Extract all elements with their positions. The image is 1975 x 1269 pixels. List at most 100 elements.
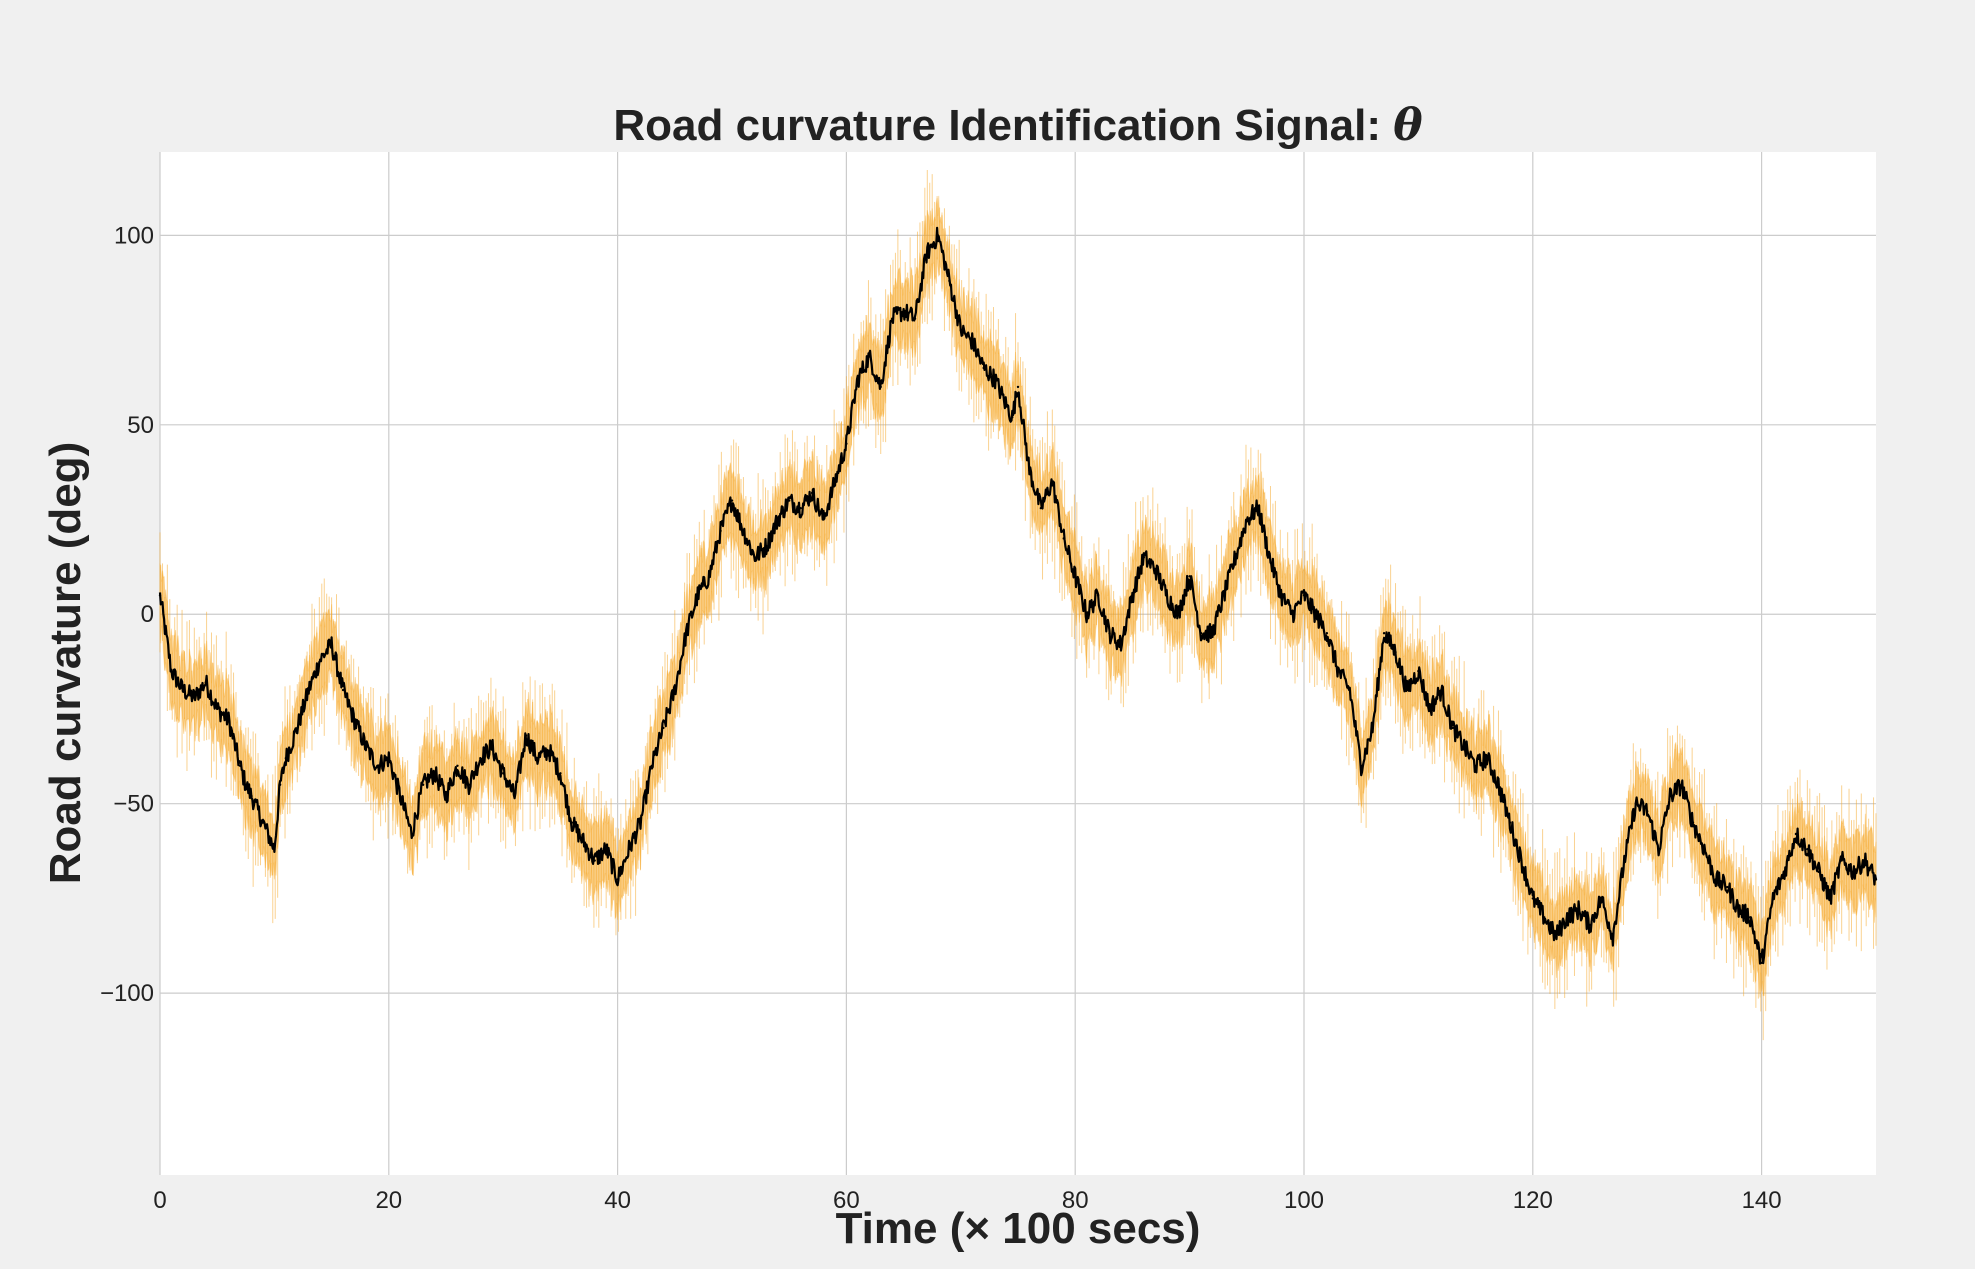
signal-point xyxy=(719,529,722,533)
signal-line xyxy=(158,226,1878,965)
signal-point xyxy=(1417,669,1420,673)
signal-point xyxy=(1011,416,1014,419)
signal-point xyxy=(1257,506,1260,510)
signal-point xyxy=(1543,916,1546,919)
x-tick-label: 80 xyxy=(1062,1187,1089,1214)
signal-point xyxy=(1440,688,1443,692)
signal-point xyxy=(444,794,448,798)
signal-point xyxy=(1039,506,1043,510)
signal-point xyxy=(1405,688,1409,692)
signal-point xyxy=(341,688,345,692)
signal-point xyxy=(1554,935,1557,938)
signal-point xyxy=(993,378,997,381)
x-tick-label: 0 xyxy=(153,1187,166,1214)
signal-series xyxy=(158,226,1878,965)
signal-point xyxy=(570,821,574,824)
signal-point xyxy=(1394,650,1397,654)
y-tick-label: 0 xyxy=(141,601,154,628)
signal-point xyxy=(410,832,413,836)
signal-point xyxy=(1337,669,1340,673)
signal-point xyxy=(959,328,962,332)
signal-point xyxy=(616,878,619,881)
signal-point xyxy=(925,253,928,256)
signal-point xyxy=(936,234,940,237)
signal-point xyxy=(627,847,631,851)
signal-point xyxy=(216,707,219,711)
signal-point xyxy=(879,385,882,389)
signal-point xyxy=(1508,821,1512,824)
tick-labels: 0 20 40 60 80 100 120 140 100 50 0 −50 −100 xyxy=(100,222,1782,1214)
signal-point xyxy=(685,631,688,635)
signal-point xyxy=(707,575,711,578)
y-tick-label: −100 xyxy=(100,980,154,1007)
signal-point xyxy=(164,631,167,635)
signal-point xyxy=(1600,897,1603,900)
signal-point xyxy=(433,772,436,775)
signal-point xyxy=(296,726,299,730)
signal-point xyxy=(788,499,791,502)
signal-point xyxy=(1806,847,1809,851)
signal-point xyxy=(1028,469,1031,472)
signal-point xyxy=(181,688,185,692)
signal-point xyxy=(1680,783,1683,786)
signal-point xyxy=(421,783,425,786)
signal-point xyxy=(1726,885,1729,889)
signal-point xyxy=(1348,688,1351,692)
signal-point xyxy=(1096,594,1100,597)
signal-point xyxy=(1302,594,1306,597)
signal-point xyxy=(170,669,173,673)
signal-point xyxy=(799,506,802,510)
signal-point xyxy=(1074,575,1077,578)
signal-point xyxy=(1211,631,1214,635)
signal-point xyxy=(1131,594,1134,597)
signal-point xyxy=(250,794,253,798)
x-tick-label: 40 xyxy=(604,1187,631,1214)
signal-point xyxy=(353,719,356,722)
signal-point xyxy=(1142,556,1146,559)
signal-point xyxy=(1817,870,1821,874)
y-axis-label: Road curvature (deg) xyxy=(41,442,90,885)
signal-point xyxy=(1451,726,1454,730)
signal-point xyxy=(776,518,779,521)
signal-point xyxy=(1108,631,1111,635)
x-tick-label: 60 xyxy=(833,1187,860,1214)
signal-point xyxy=(810,491,814,495)
signal-point xyxy=(1360,764,1363,767)
signal-point xyxy=(1863,859,1866,862)
signal-point xyxy=(479,757,482,760)
signal-point xyxy=(261,821,265,824)
signal-point xyxy=(902,309,905,313)
signal-point xyxy=(244,783,247,786)
plot-area xyxy=(160,152,1876,1175)
signal-point xyxy=(639,821,642,824)
signal-point xyxy=(1062,537,1065,540)
signal-point xyxy=(1874,878,1878,881)
signal-point xyxy=(456,764,459,767)
signal-point xyxy=(1188,575,1191,578)
signal-point xyxy=(204,681,207,684)
signal-point xyxy=(536,757,539,760)
signal-point xyxy=(1016,385,1020,389)
signal-point xyxy=(604,847,608,851)
signal-point xyxy=(1714,878,1718,881)
signal-point xyxy=(1565,916,1569,919)
chart-title: Road curvature Identification Signal: θ xyxy=(613,100,1423,151)
signal-point xyxy=(1279,594,1283,597)
signal-point xyxy=(227,719,230,722)
signal-point xyxy=(868,355,871,358)
signal-point xyxy=(765,544,768,548)
y-tick-label: 50 xyxy=(127,412,154,439)
y-tick-label: −50 xyxy=(113,791,154,818)
signal-point xyxy=(1176,613,1180,616)
x-tick-label: 20 xyxy=(375,1187,402,1214)
signal-point xyxy=(982,366,985,370)
signal-point xyxy=(1851,870,1855,874)
signal-point xyxy=(1199,631,1203,635)
signal-point xyxy=(742,529,745,533)
signal-point xyxy=(650,764,654,767)
signal-point xyxy=(1657,847,1660,851)
signal-point xyxy=(1485,757,1489,760)
signal-point xyxy=(330,643,333,646)
signal-point xyxy=(1474,764,1477,767)
